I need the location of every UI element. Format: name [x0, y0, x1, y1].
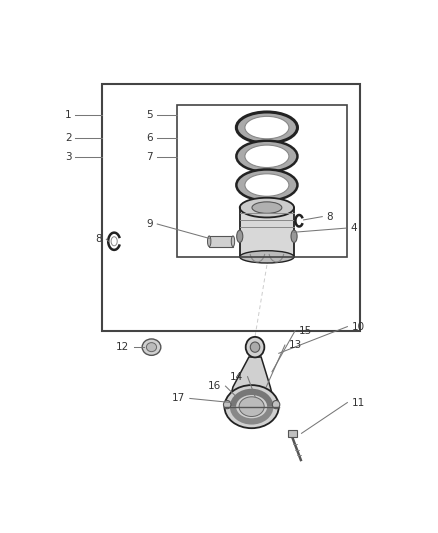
Ellipse shape	[240, 251, 294, 263]
Bar	[240, 207, 294, 257]
Text: 4: 4	[350, 223, 357, 233]
Text: 14: 14	[230, 372, 243, 382]
Ellipse shape	[237, 169, 297, 200]
Ellipse shape	[240, 198, 294, 217]
Polygon shape	[230, 357, 273, 397]
Text: 12: 12	[116, 342, 130, 352]
Text: 6: 6	[147, 133, 153, 143]
Bar	[102, 84, 360, 330]
Ellipse shape	[245, 145, 289, 167]
Ellipse shape	[246, 337, 265, 358]
Ellipse shape	[142, 339, 161, 356]
Ellipse shape	[224, 385, 279, 428]
Ellipse shape	[237, 112, 297, 143]
Ellipse shape	[252, 202, 282, 213]
Ellipse shape	[146, 343, 156, 352]
Ellipse shape	[237, 141, 297, 172]
Text: 17: 17	[172, 393, 185, 403]
Ellipse shape	[272, 400, 280, 409]
Text: 8: 8	[326, 212, 333, 222]
Text: 8: 8	[95, 234, 102, 244]
Text: 9: 9	[147, 219, 153, 229]
Bar	[209, 236, 233, 247]
Text: 13: 13	[289, 340, 302, 350]
Ellipse shape	[237, 230, 243, 243]
Bar	[177, 105, 347, 257]
Text: 7: 7	[147, 152, 153, 162]
Bar	[288, 431, 297, 438]
Ellipse shape	[291, 230, 297, 243]
Ellipse shape	[250, 342, 260, 352]
Text: 1: 1	[65, 110, 72, 120]
Text: 10: 10	[352, 321, 365, 332]
Text: 2: 2	[65, 133, 72, 143]
Ellipse shape	[239, 397, 264, 416]
Text: 3: 3	[65, 152, 72, 162]
Ellipse shape	[245, 116, 289, 139]
Ellipse shape	[245, 174, 289, 196]
Ellipse shape	[208, 236, 211, 247]
Text: 15: 15	[299, 326, 312, 336]
Text: 5: 5	[147, 110, 153, 120]
Ellipse shape	[223, 400, 231, 409]
Text: 16: 16	[208, 381, 221, 391]
Ellipse shape	[231, 236, 235, 247]
Text: 11: 11	[352, 398, 365, 408]
